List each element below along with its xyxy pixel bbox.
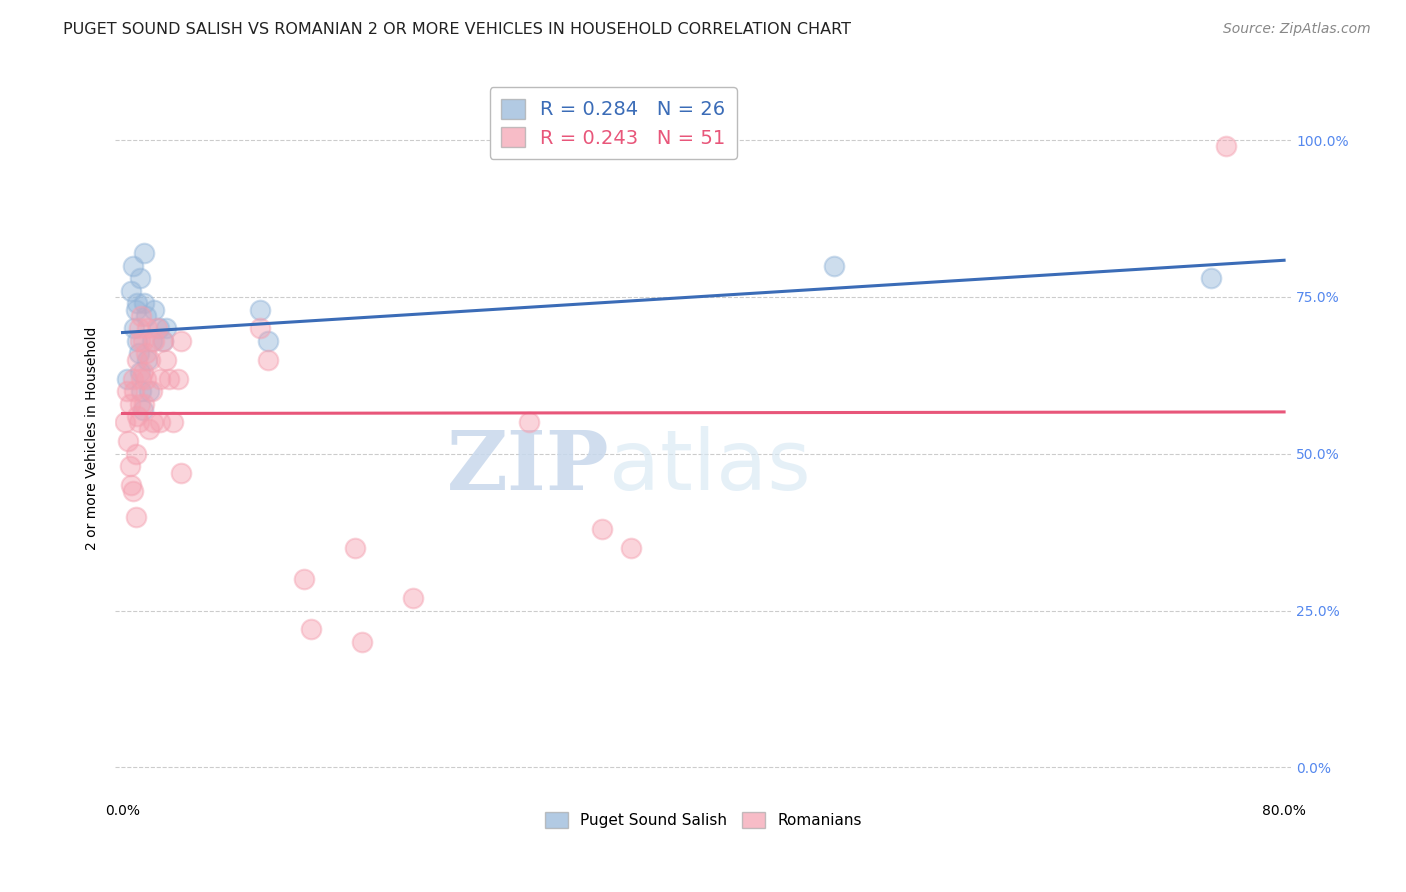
Point <box>143 334 166 348</box>
Point <box>1201 271 1223 285</box>
Point <box>125 352 148 367</box>
Text: PUGET SOUND SALISH VS ROMANIAN 2 OR MORE VEHICLES IN HOUSEHOLD CORRELATION CHART: PUGET SOUND SALISH VS ROMANIAN 2 OR MORE… <box>63 22 851 37</box>
Point <box>620 541 643 555</box>
Text: ZIP: ZIP <box>447 427 609 507</box>
Point <box>141 384 163 398</box>
Point <box>122 384 145 398</box>
Point <box>169 466 191 480</box>
Point <box>352 635 374 649</box>
Point <box>129 397 152 411</box>
Point <box>141 334 163 348</box>
Point <box>138 384 160 398</box>
Point <box>122 321 145 335</box>
Point <box>149 371 172 385</box>
Point <box>135 309 157 323</box>
Point <box>117 434 139 449</box>
Point <box>249 302 271 317</box>
Point <box>129 365 152 379</box>
Point <box>256 352 278 367</box>
Text: atlas: atlas <box>609 426 811 508</box>
Point <box>134 397 156 411</box>
Point <box>118 459 141 474</box>
Y-axis label: 2 or more Vehicles in Household: 2 or more Vehicles in Household <box>86 326 100 549</box>
Point <box>256 334 278 348</box>
Point <box>146 321 169 335</box>
Point <box>136 321 159 335</box>
Point <box>120 478 142 492</box>
Point <box>121 259 143 273</box>
Point <box>135 346 157 360</box>
Point <box>134 246 156 260</box>
Point <box>148 321 170 335</box>
Point <box>132 334 155 348</box>
Point <box>402 591 425 606</box>
Point <box>136 352 159 367</box>
Point <box>155 352 177 367</box>
Point <box>143 302 166 317</box>
Point <box>125 409 148 424</box>
Point <box>591 522 613 536</box>
Point <box>125 296 148 310</box>
Point <box>128 321 150 335</box>
Text: Source: ZipAtlas.com: Source: ZipAtlas.com <box>1223 22 1371 37</box>
Point <box>299 623 322 637</box>
Point <box>249 321 271 335</box>
Point <box>125 334 148 348</box>
Point <box>132 403 155 417</box>
Point <box>152 334 174 348</box>
Point <box>166 371 188 385</box>
Point <box>129 334 152 348</box>
Point <box>129 271 152 285</box>
Point <box>157 371 180 385</box>
Legend: Puget Sound Salish, Romanians: Puget Sound Salish, Romanians <box>538 806 868 835</box>
Point <box>152 334 174 348</box>
Point <box>169 334 191 348</box>
Point <box>124 302 146 317</box>
Point <box>134 296 156 310</box>
Point <box>115 384 138 398</box>
Point <box>823 259 845 273</box>
Point <box>121 484 143 499</box>
Point <box>114 416 136 430</box>
Point <box>343 541 366 555</box>
Point <box>131 371 153 385</box>
Point <box>292 572 315 586</box>
Point <box>138 422 160 436</box>
Point <box>128 346 150 360</box>
Point <box>135 371 157 385</box>
Point <box>155 321 177 335</box>
Point <box>128 416 150 430</box>
Point <box>115 371 138 385</box>
Point <box>121 371 143 385</box>
Point <box>124 447 146 461</box>
Point <box>162 416 184 430</box>
Point <box>149 416 172 430</box>
Point <box>1215 139 1237 153</box>
Point <box>132 365 155 379</box>
Point <box>142 416 165 430</box>
Point <box>118 397 141 411</box>
Point <box>517 416 540 430</box>
Point <box>131 309 153 323</box>
Point <box>120 284 142 298</box>
Point <box>131 384 153 398</box>
Point <box>124 509 146 524</box>
Point <box>139 352 162 367</box>
